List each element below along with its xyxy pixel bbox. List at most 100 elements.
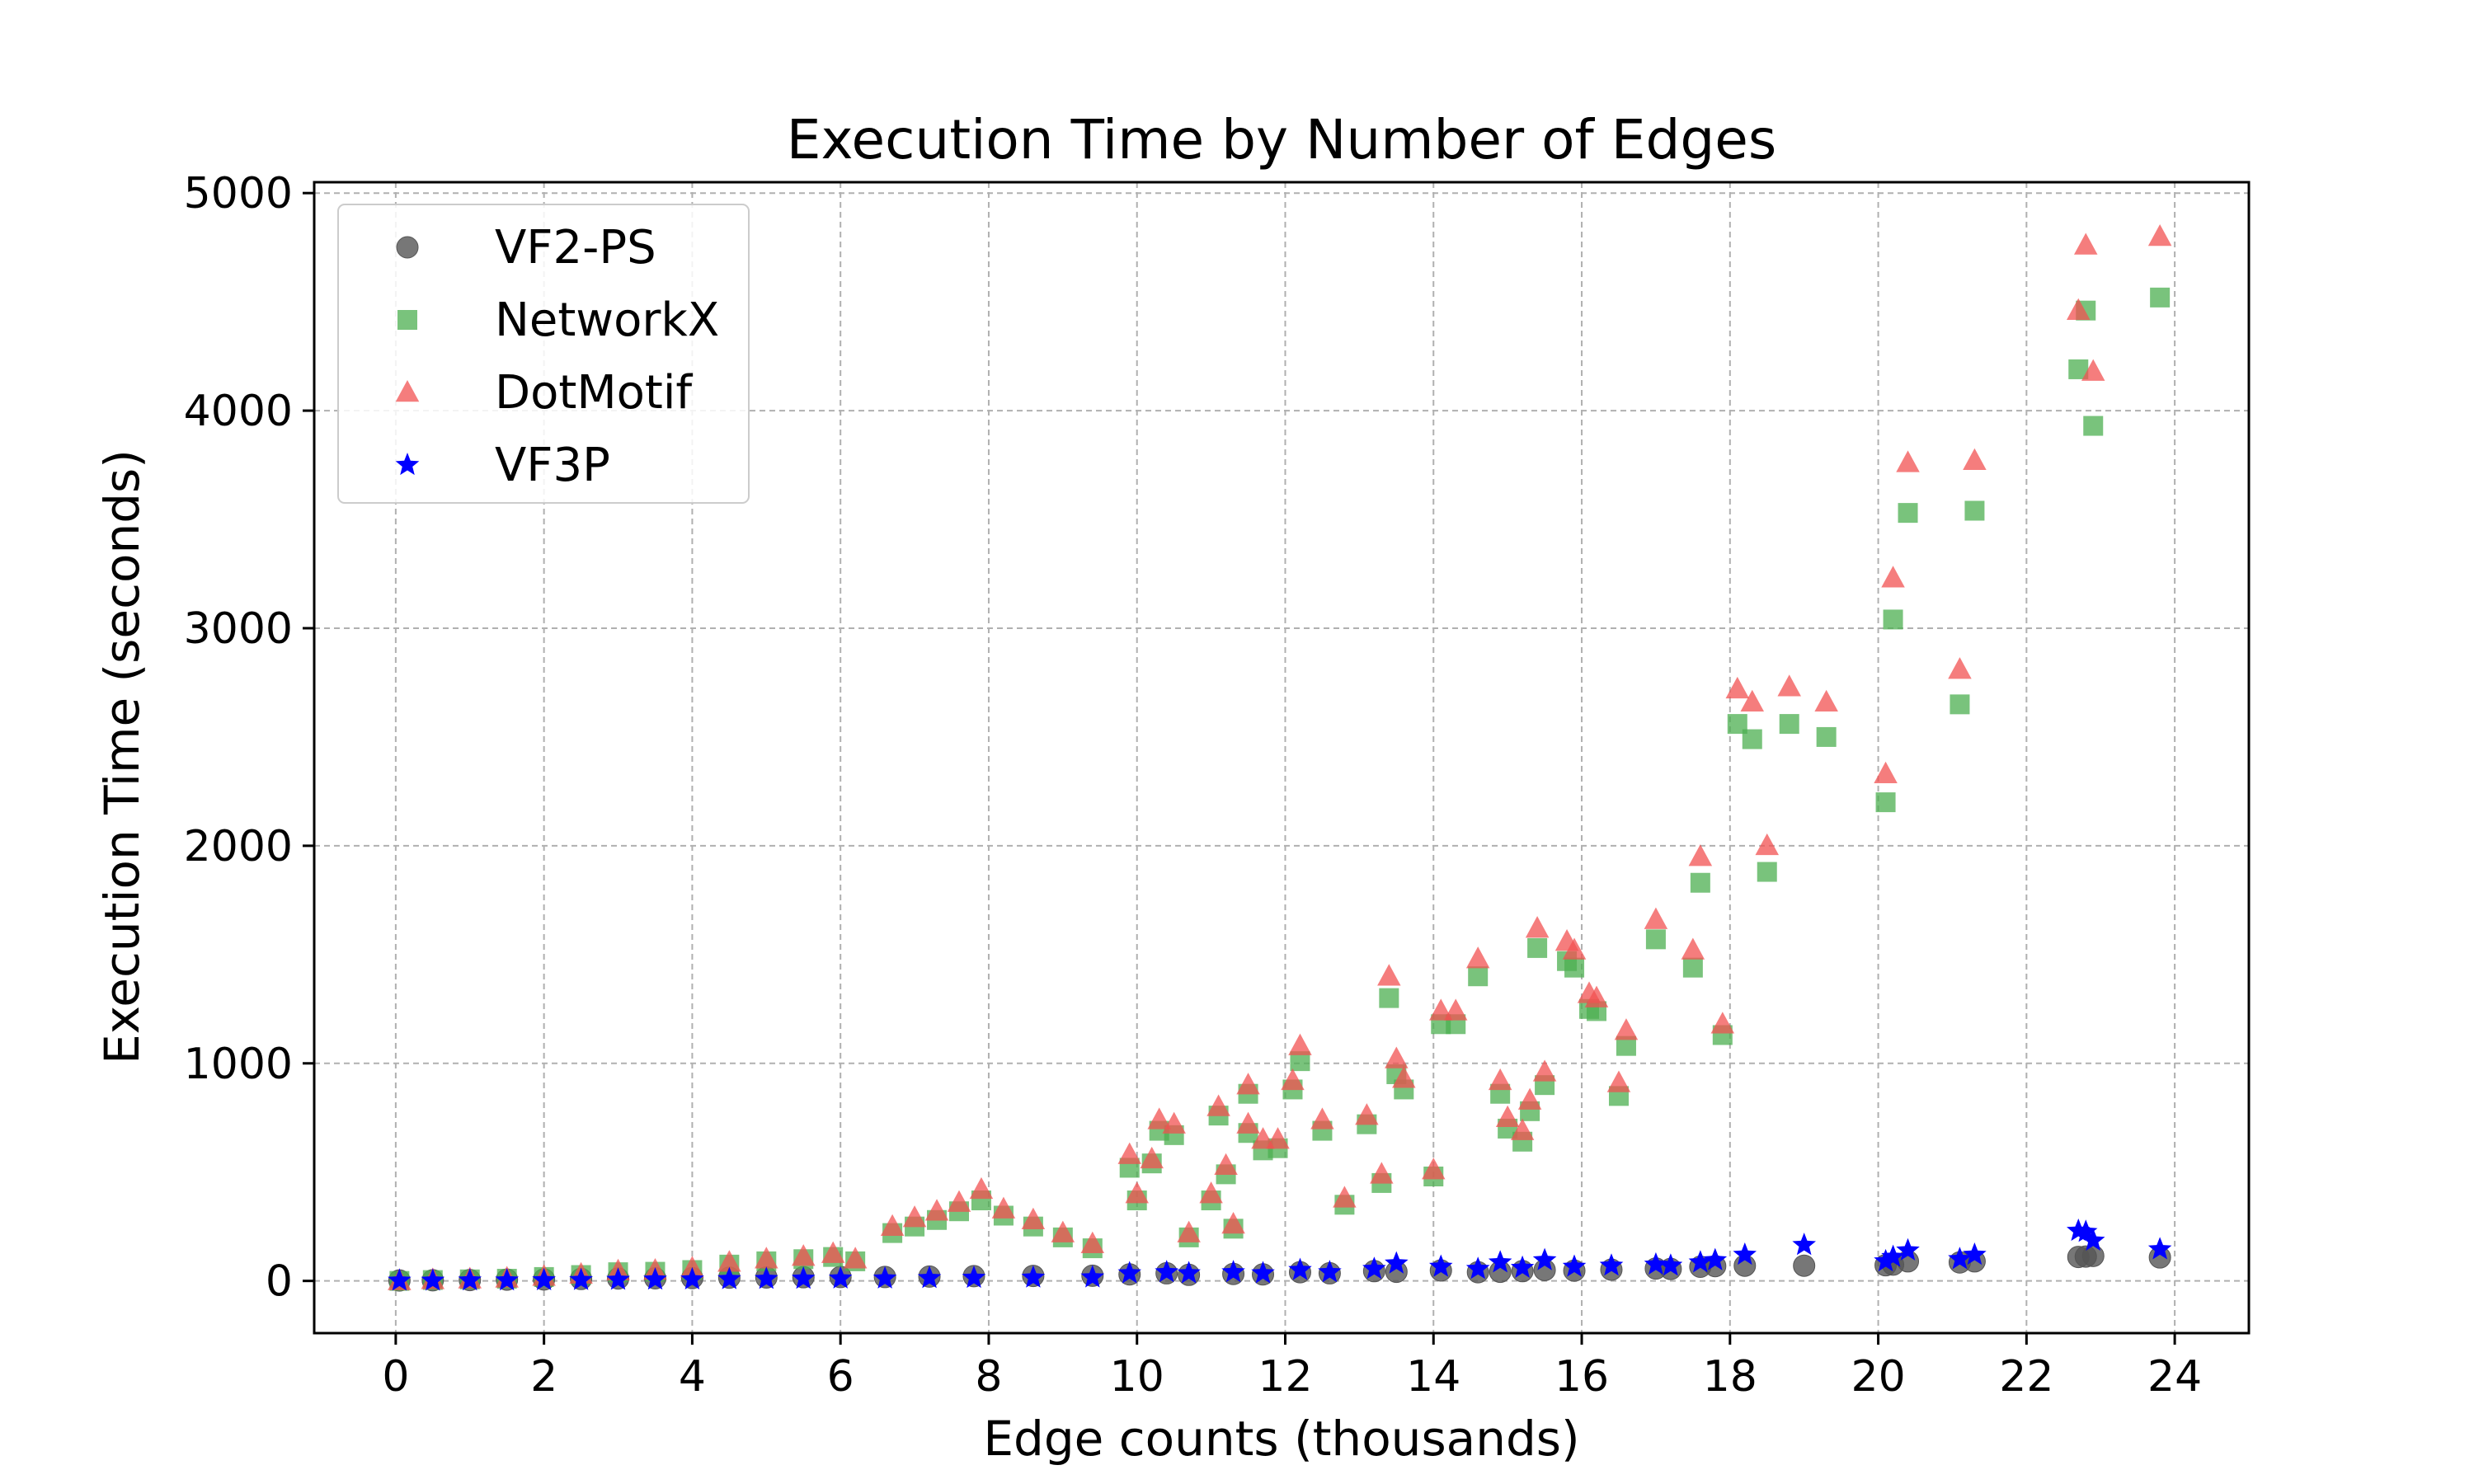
- data-point: [1147, 1107, 1171, 1129]
- data-point: [1606, 1070, 1631, 1092]
- data-point: [606, 1267, 630, 1290]
- legend-label: DotMotif: [495, 366, 693, 420]
- data-point: [2081, 359, 2105, 381]
- data-point: [924, 1199, 949, 1221]
- data-point: [1021, 1265, 1046, 1288]
- data-point: [1488, 1068, 1512, 1091]
- y-tick-label: 0: [266, 1257, 293, 1307]
- data-point: [1690, 872, 1710, 893]
- data-point: [1896, 1237, 1920, 1261]
- data-point: [2147, 1237, 2172, 1260]
- data-point: [1125, 1181, 1149, 1204]
- data-point: [1236, 1111, 1260, 1134]
- data-point: [1443, 998, 1468, 1021]
- legend-box: [337, 204, 750, 504]
- data-point: [792, 1266, 816, 1289]
- data-point: [1221, 1260, 1245, 1283]
- data-point: [1379, 988, 1399, 1008]
- data-point: [1881, 1244, 1905, 1267]
- legend-item: VF2-PS: [396, 221, 656, 275]
- x-tick-label: 2: [530, 1352, 557, 1402]
- data-point: [643, 1267, 667, 1290]
- data-point: [1333, 1186, 1357, 1208]
- plot-frame: [313, 181, 2251, 1335]
- data-point: [991, 1196, 1016, 1219]
- data-point: [1362, 1256, 1386, 1280]
- x-tick-label: 24: [2147, 1352, 2202, 1402]
- data-point: [2150, 287, 2171, 308]
- data-point: [421, 1268, 445, 1291]
- data-point: [1465, 1256, 1490, 1280]
- legend-marker: [397, 310, 417, 330]
- data-point: [2081, 1228, 2105, 1251]
- data-point: [1177, 1261, 1201, 1284]
- data-point: [1251, 1261, 1275, 1284]
- x-tick-label: 8: [975, 1352, 1002, 1402]
- x-tick-label: 20: [1851, 1352, 1905, 1402]
- data-point: [1527, 937, 1548, 958]
- data-point: [1495, 1105, 1520, 1127]
- data-point: [1757, 862, 1777, 882]
- data-point: [1221, 1212, 1245, 1234]
- data-point: [1288, 1257, 1312, 1280]
- data-point: [2074, 232, 2098, 255]
- data-point: [1725, 676, 1750, 699]
- y-tick-label: 3000: [184, 604, 293, 654]
- data-point: [1599, 1253, 1624, 1276]
- data-point: [1710, 1012, 1735, 1034]
- data-point: [1740, 689, 1765, 711]
- data-point: [1377, 964, 1401, 986]
- data-point: [680, 1266, 704, 1289]
- data-point: [1755, 833, 1779, 856]
- legend-item: NetworkX: [397, 294, 719, 347]
- data-point: [1117, 1142, 1141, 1164]
- data-point: [1392, 1066, 1416, 1088]
- legend-marker: [395, 380, 420, 402]
- data-point: [872, 1266, 897, 1289]
- data-point: [2083, 416, 2104, 436]
- data-point: [1510, 1255, 1535, 1278]
- series-dotmotif: [388, 223, 2172, 1290]
- data-point: [1021, 1207, 1046, 1230]
- data-point: [1510, 1118, 1535, 1140]
- data-point: [1703, 1247, 1728, 1270]
- data-point: [1963, 1242, 1987, 1266]
- data-point: [1532, 1059, 1557, 1082]
- data-point: [1793, 1254, 1816, 1277]
- data-point: [1310, 1107, 1334, 1129]
- data-point: [1422, 1158, 1446, 1180]
- x-axis-label: Edge counts (thousands): [983, 1411, 1579, 1467]
- data-point: [1881, 566, 1905, 588]
- data-point: [1468, 966, 1489, 987]
- data-point: [1742, 729, 1762, 749]
- data-point: [1950, 694, 1970, 715]
- legend-marker: [396, 236, 419, 259]
- x-tick-label: 18: [1703, 1352, 1757, 1402]
- data-point: [1318, 1260, 1342, 1283]
- data-points: [388, 223, 2172, 1292]
- data-point: [1816, 726, 1837, 747]
- data-point: [1155, 1260, 1178, 1283]
- data-point: [1883, 609, 1903, 630]
- data-point: [1964, 500, 1985, 521]
- data-point: [569, 1267, 593, 1290]
- y-tick-label: 2000: [184, 822, 293, 871]
- data-point: [1874, 1248, 1898, 1272]
- data-point: [1517, 1087, 1542, 1110]
- data-point: [1682, 957, 1703, 978]
- data-point: [1645, 929, 1666, 950]
- data-point: [1429, 1254, 1453, 1277]
- data-point: [1177, 1220, 1201, 1242]
- data-point: [1214, 1153, 1238, 1176]
- data-point: [828, 1266, 853, 1289]
- data-point: [717, 1250, 741, 1272]
- data-point: [458, 1268, 482, 1291]
- data-point: [843, 1247, 868, 1269]
- y-tick-label: 5000: [184, 169, 293, 218]
- data-point: [1658, 1253, 1683, 1276]
- data-point: [1562, 937, 1587, 960]
- data-point: [821, 1241, 845, 1263]
- data-point: [680, 1256, 704, 1278]
- data-point: [1963, 448, 1987, 471]
- x-tick-label: 10: [1110, 1352, 1164, 1402]
